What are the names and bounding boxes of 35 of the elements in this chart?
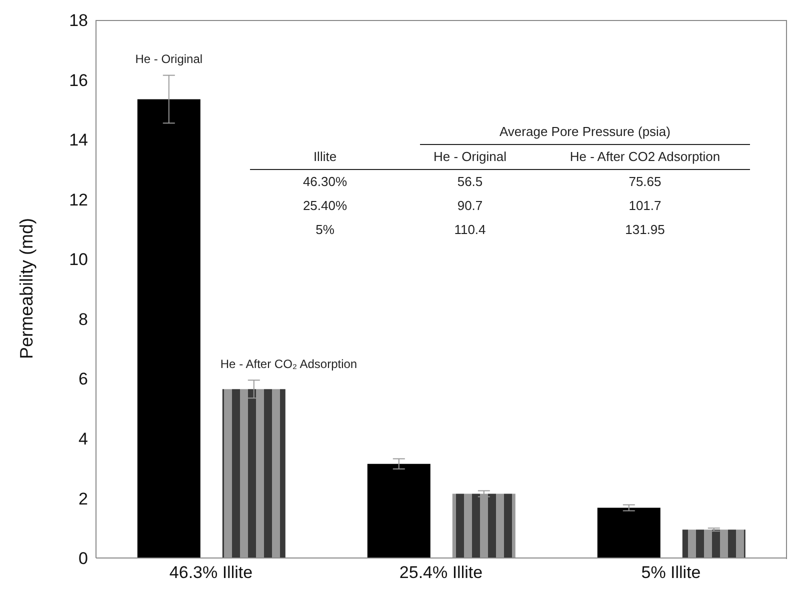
annotation: 75.65	[628, 173, 662, 191]
series-label: He - After CO₂ Adsorption	[220, 356, 358, 371]
bar	[597, 508, 660, 558]
y-tick-label: 4	[78, 429, 88, 448]
bar	[222, 389, 286, 558]
annotation: 25.40%	[302, 197, 348, 215]
x-tick-label: 46.3% Illite	[169, 563, 253, 582]
bar	[682, 530, 746, 558]
y-tick-label: 14	[69, 130, 88, 150]
bar	[452, 494, 516, 558]
text: He - Original	[135, 52, 203, 66]
y-tick-label: 8	[78, 310, 88, 329]
y-tick-label: 12	[69, 190, 88, 210]
annotation: Average Pore Pressure (psia)	[498, 123, 672, 141]
x-tick-label: 25.4% Illite	[399, 563, 483, 582]
annotation: 110.4	[453, 221, 487, 239]
annotation: Illite	[312, 148, 338, 166]
y-axis-title: Permeability (md)	[16, 218, 36, 359]
annotation: 90.7	[456, 197, 484, 215]
y-tick-label: 18	[69, 11, 88, 30]
y-tick-label: 10	[69, 250, 88, 270]
y-tick-label: 0	[78, 549, 88, 568]
annotation: 5%	[314, 221, 336, 239]
bar	[137, 99, 200, 558]
y-tick-label: 2	[78, 489, 88, 508]
bar	[367, 464, 430, 558]
annotation: 56.5	[456, 173, 484, 191]
annotation: 131.95	[624, 221, 666, 239]
annotation: 101.7	[628, 197, 662, 215]
y-tick-label: 6	[78, 370, 88, 389]
annotation: 46.30%	[302, 173, 348, 191]
annotation: He - After CO2 Adsorption	[568, 148, 722, 166]
x-tick-label: 5% Illite	[641, 563, 701, 582]
y-tick-label: 16	[69, 70, 88, 90]
annotation: He - Original	[432, 148, 508, 166]
